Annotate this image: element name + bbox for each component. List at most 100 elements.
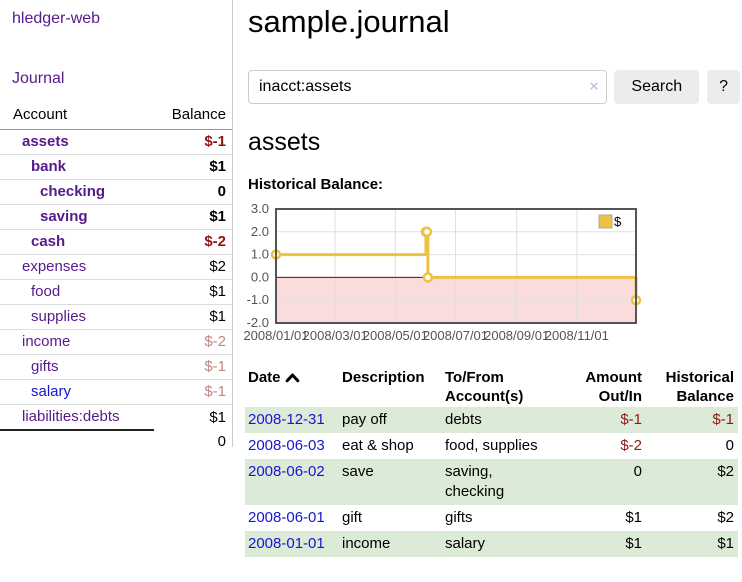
account-balance: $-2 [154, 229, 233, 255]
svg-text:-2.0: -2.0 [247, 315, 269, 330]
svg-text:2008/11/01: 2008/11/01 [545, 328, 609, 343]
sort-ascending-icon [285, 369, 300, 388]
accounts-total-row: 0 [0, 429, 233, 454]
account-balance: $-2 [154, 329, 233, 355]
register-row: 2008-12-31 pay off debts $-1 $-1 [245, 407, 738, 433]
account-link[interactable]: gifts [31, 358, 59, 375]
page-title: sample.journal [248, 4, 450, 39]
register-row: 2008-06-03 eat & shop food, supplies $-2 0 [245, 433, 738, 459]
account-row: supplies $1 [0, 304, 233, 330]
svg-text:2008/01/01: 2008/01/01 [243, 328, 308, 343]
account-page-title: assets [248, 128, 321, 156]
register-header-date[interactable]: Date [245, 367, 342, 407]
chart-svg: $3.0 2.0 1.0 0.0 -1.0 -2.02008/01/012008/03/0… [243, 201, 642, 343]
svg-text:1.0: 1.0 [251, 247, 269, 262]
account-row: liabilities:debts $1 [0, 404, 233, 430]
transaction-accounts: gifts [445, 509, 473, 526]
svg-text:0.0: 0.0 [251, 269, 269, 284]
transaction-amount: $-1 [620, 411, 642, 428]
transaction-description: pay off [342, 411, 387, 428]
register-header-row: Date Description To/From Account(s) Amoun… [245, 367, 738, 407]
account-balance: $1 [154, 404, 233, 430]
account-row: salary $-1 [0, 379, 233, 405]
transaction-balance: 0 [725, 437, 734, 454]
transaction-date-link[interactable]: 2008-06-01 [248, 509, 325, 526]
transaction-accounts: food, supplies [445, 437, 538, 454]
register-header-description: Description [342, 369, 425, 386]
account-link[interactable]: cash [31, 233, 66, 250]
account-balance: $1 [154, 279, 233, 305]
svg-text:3.0: 3.0 [251, 204, 269, 216]
transaction-date-link[interactable]: 2008-12-31 [248, 411, 325, 428]
account-row: assets $-1 [0, 130, 233, 155]
svg-text:2008/07/01: 2008/07/01 [423, 328, 488, 343]
account-link[interactable]: food [31, 283, 61, 300]
sidebar-divider [232, 0, 233, 447]
accounts-total-value: 0 [217, 433, 226, 450]
account-row: checking 0 [0, 179, 233, 205]
account-balance: $1 [154, 154, 233, 180]
transaction-amount: $1 [625, 509, 642, 526]
account-link[interactable]: liabilities:debts [22, 408, 120, 425]
register-table: Date Description To/From Account(s) Amoun… [245, 367, 738, 557]
transaction-amount: $1 [625, 535, 642, 552]
transaction-balance: $1 [717, 535, 734, 552]
transaction-description: save [342, 463, 374, 480]
account-row: bank $1 [0, 154, 233, 180]
account-row: expenses $2 [0, 254, 233, 280]
register-row: 2008-06-01 gift gifts $1 $2 [245, 505, 738, 531]
search-input-wrap: × [248, 70, 608, 104]
account-link[interactable]: expenses [22, 258, 87, 275]
account-row: gifts $-1 [0, 354, 233, 380]
transaction-description: gift [342, 509, 363, 526]
help-button[interactable]: ? [707, 70, 740, 104]
register-header-amount: Amount Out/In [585, 369, 642, 405]
transaction-accounts: debts [445, 411, 482, 428]
app-brand-link[interactable]: hledger-web [12, 10, 101, 27]
search-button[interactable]: Search [614, 70, 700, 104]
transaction-amount: $-2 [620, 437, 642, 454]
svg-text:2.0: 2.0 [251, 224, 269, 239]
accounts-header-balance: Balance [154, 103, 233, 130]
transaction-balance: $2 [717, 463, 734, 480]
svg-text:$: $ [614, 214, 622, 229]
transaction-date-link[interactable]: 2008-01-01 [248, 535, 325, 552]
transaction-description: income [342, 535, 391, 552]
account-link[interactable]: income [22, 333, 71, 350]
account-link[interactable]: assets [22, 133, 69, 150]
account-link[interactable]: supplies [31, 308, 87, 325]
account-balance: $-1 [204, 133, 226, 150]
accounts-header-account: Account [0, 103, 155, 130]
transaction-balance: $2 [717, 509, 734, 526]
register-row: 2008-06-02 save saving, checking 0 $2 [245, 459, 738, 505]
svg-text:-1.0: -1.0 [247, 292, 269, 307]
accounts-table: Account Balance assets $-1 bank $1 checking 0… [0, 103, 233, 454]
main-content: sample.journal × Search ? assets Histori… [243, 0, 740, 557]
account-balance: $2 [154, 254, 233, 280]
transaction-description: eat & shop [342, 437, 414, 454]
svg-text:2008/09/01: 2008/09/01 [484, 328, 549, 343]
account-row: income $-2 [0, 329, 233, 355]
transaction-amount: 0 [633, 463, 642, 480]
account-balance: $-1 [154, 379, 233, 405]
account-link[interactable]: saving [40, 208, 88, 225]
chart-label: Historical Balance: [248, 176, 384, 193]
sidebar-item-journal[interactable]: Journal [12, 70, 65, 87]
account-balance: $1 [154, 304, 233, 330]
svg-text:2008/03/01: 2008/03/01 [303, 328, 368, 343]
account-link[interactable]: salary [31, 383, 72, 400]
transaction-date-link[interactable]: 2008-06-03 [248, 437, 325, 454]
sidebar: hledger-web Journal Account Balance asse… [0, 0, 233, 454]
account-row: saving $1 [0, 204, 233, 230]
register-row: 2008-01-01 income salary $1 $1 [245, 531, 738, 557]
transaction-accounts: saving, checking [445, 463, 505, 500]
transaction-date-link[interactable]: 2008-06-02 [248, 463, 325, 480]
account-link[interactable]: checking [40, 183, 106, 200]
account-balance: $-1 [154, 354, 233, 380]
account-link[interactable]: bank [31, 158, 67, 175]
accounts-total-spacer [0, 429, 155, 454]
account-balance: 0 [154, 179, 233, 205]
account-balance: $1 [154, 204, 233, 230]
search-input[interactable] [248, 70, 608, 104]
clear-search-icon[interactable]: × [589, 78, 599, 95]
